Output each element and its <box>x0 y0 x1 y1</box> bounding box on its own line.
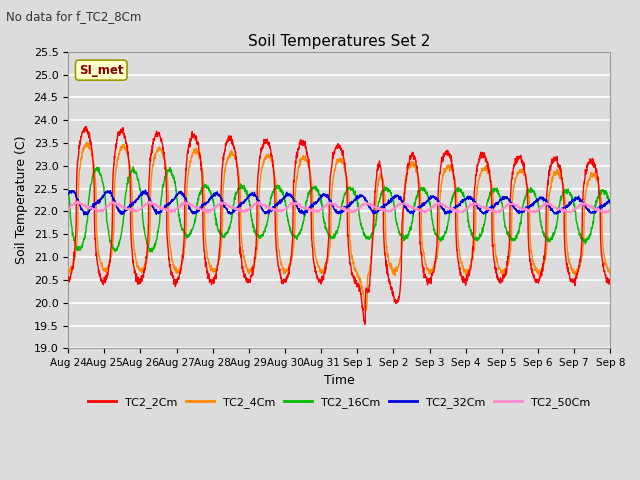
X-axis label: Time: Time <box>324 373 355 387</box>
Text: SI_met: SI_met <box>79 64 124 77</box>
Legend: TC2_2Cm, TC2_4Cm, TC2_16Cm, TC2_32Cm, TC2_50Cm: TC2_2Cm, TC2_4Cm, TC2_16Cm, TC2_32Cm, TC… <box>84 393 595 412</box>
Title: Soil Temperatures Set 2: Soil Temperatures Set 2 <box>248 34 430 49</box>
Y-axis label: Soil Temperature (C): Soil Temperature (C) <box>15 136 28 264</box>
Text: No data for f_TC2_8Cm: No data for f_TC2_8Cm <box>6 10 142 23</box>
